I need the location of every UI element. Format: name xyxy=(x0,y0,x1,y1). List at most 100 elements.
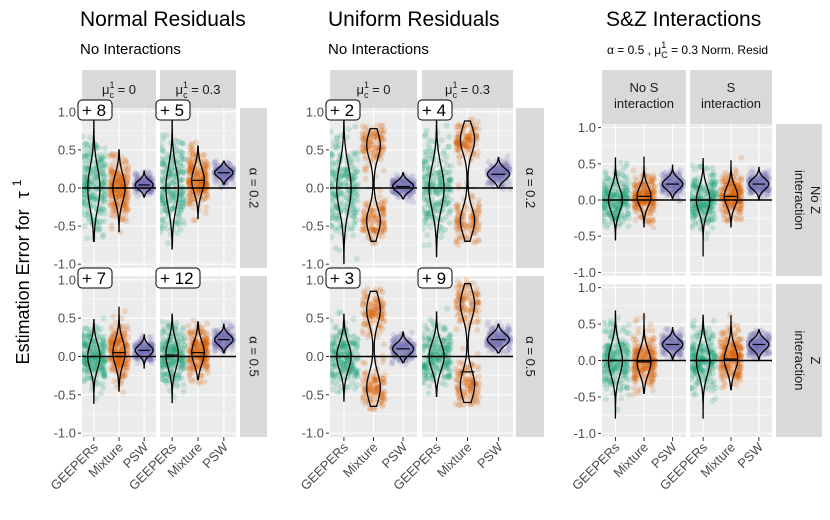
data-point xyxy=(330,172,336,179)
data-point xyxy=(110,201,117,208)
data-point xyxy=(201,151,208,158)
data-point xyxy=(455,218,461,225)
data-point xyxy=(330,374,336,380)
data-point xyxy=(100,358,107,365)
data-point xyxy=(87,141,94,148)
data-point xyxy=(186,149,193,156)
data-point xyxy=(422,341,429,348)
data-point xyxy=(337,345,344,352)
data-point xyxy=(114,356,121,363)
data-point xyxy=(430,321,437,328)
data-point xyxy=(82,333,86,340)
data-point xyxy=(330,156,334,163)
data-point xyxy=(448,206,454,213)
data-point xyxy=(354,181,361,188)
data-point xyxy=(361,290,368,297)
data-point xyxy=(330,349,337,356)
data-point xyxy=(369,207,376,214)
data-point xyxy=(350,219,357,226)
data-point xyxy=(380,302,386,309)
data-point xyxy=(133,177,140,184)
data-point xyxy=(394,179,401,186)
data-point xyxy=(337,359,344,366)
data-point xyxy=(423,370,430,377)
data-point xyxy=(361,321,368,328)
data-point xyxy=(228,342,234,349)
data-point xyxy=(493,175,500,182)
data-point xyxy=(402,190,409,197)
data-point xyxy=(107,344,114,351)
data-point xyxy=(220,330,227,337)
data-point xyxy=(381,199,388,206)
data-point xyxy=(403,177,410,184)
data-point xyxy=(82,190,87,197)
data-point xyxy=(426,383,433,390)
data-point xyxy=(193,360,200,367)
data-point xyxy=(337,357,344,364)
data-point xyxy=(373,211,380,218)
data-point xyxy=(91,192,98,199)
violin-geepers xyxy=(87,319,101,404)
data-point xyxy=(136,343,143,350)
data-point xyxy=(125,357,132,364)
data-point xyxy=(192,217,199,223)
data-point xyxy=(219,162,226,169)
data-point xyxy=(359,223,366,230)
y-axis-label: Estimation Error for τ 1 xyxy=(10,179,33,364)
data-point xyxy=(116,340,123,346)
data-point xyxy=(177,357,184,364)
data-point xyxy=(85,181,92,188)
data-point xyxy=(378,398,384,405)
data-point xyxy=(99,205,106,212)
data-point xyxy=(454,207,461,213)
data-point xyxy=(101,367,108,374)
data-point xyxy=(422,189,426,196)
data-point xyxy=(99,205,106,212)
data-point xyxy=(475,373,482,380)
data-point xyxy=(115,347,122,354)
jitter-points-mixture xyxy=(452,116,483,248)
data-point xyxy=(82,211,88,218)
data-point xyxy=(115,177,122,184)
data-point xyxy=(175,372,182,379)
data-point xyxy=(121,203,128,210)
data-point xyxy=(147,357,154,364)
data-point xyxy=(422,364,429,371)
data-point xyxy=(330,161,335,168)
data-point xyxy=(188,335,195,342)
data-point xyxy=(485,179,492,186)
data-point xyxy=(380,146,387,153)
data-point xyxy=(84,141,90,148)
data-point xyxy=(391,337,398,344)
data-point xyxy=(441,338,448,345)
data-point xyxy=(491,177,498,184)
data-point xyxy=(123,177,130,184)
data-point xyxy=(361,394,368,401)
data-point xyxy=(446,180,453,186)
data-point xyxy=(465,223,472,230)
data-point xyxy=(82,182,88,188)
data-point xyxy=(148,357,155,364)
data-point xyxy=(456,159,463,166)
data-point xyxy=(83,342,90,349)
data-point xyxy=(330,149,334,156)
data-point xyxy=(181,221,188,228)
row-strip xyxy=(516,276,544,437)
data-point xyxy=(454,226,461,233)
data-point xyxy=(119,323,126,330)
data-point xyxy=(212,340,219,346)
data-point xyxy=(111,181,118,188)
data-point xyxy=(422,168,426,175)
data-point xyxy=(467,213,474,220)
data-point xyxy=(469,193,476,200)
data-point xyxy=(113,178,120,185)
data-point xyxy=(464,235,471,242)
data-point xyxy=(116,350,123,357)
data-point xyxy=(82,361,89,368)
data-point xyxy=(364,162,371,169)
data-point xyxy=(173,319,180,326)
data-point xyxy=(167,179,174,186)
data-point xyxy=(107,348,114,355)
data-point xyxy=(354,372,361,379)
facet-panel: + 8 xyxy=(77,99,156,268)
